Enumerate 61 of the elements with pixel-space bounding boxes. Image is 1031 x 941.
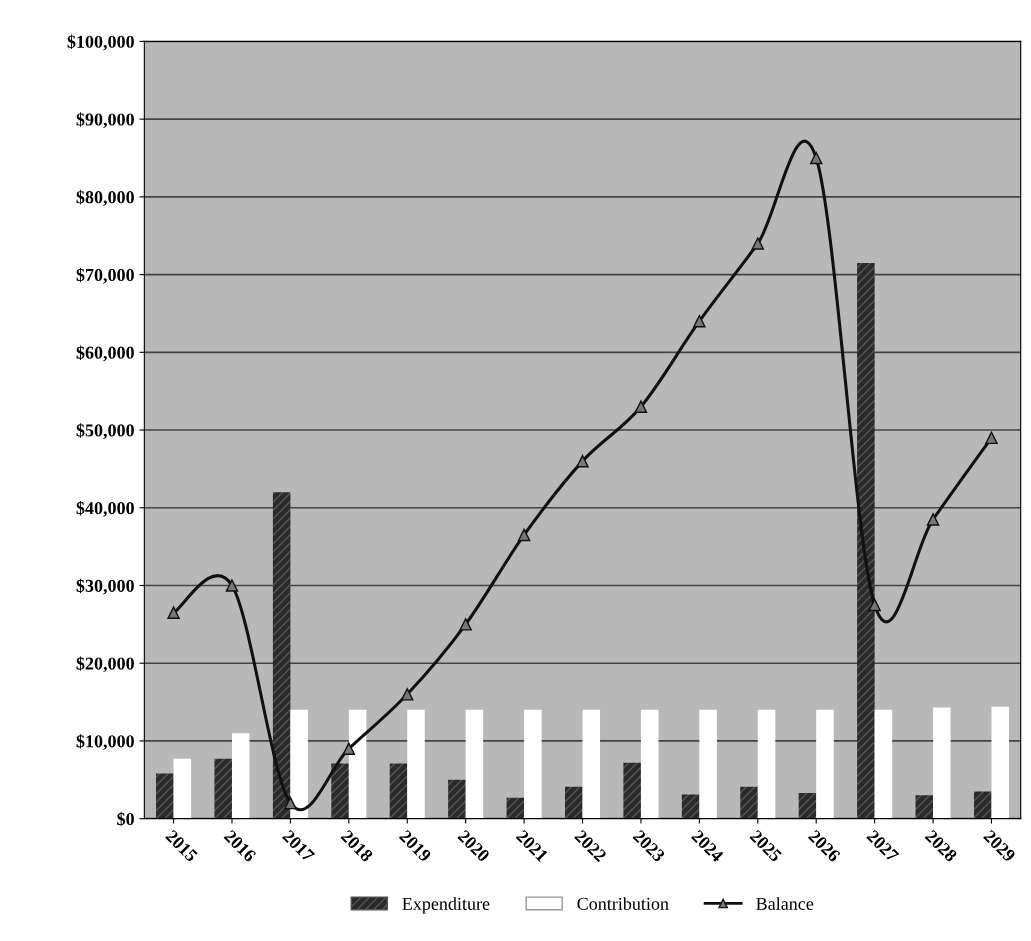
point [167,606,180,619]
y-tick-label: $60,000 [76,345,134,362]
bar [757,709,776,819]
point [751,237,765,250]
y-tick-label: $70,000 [76,267,134,284]
legend-label: Contribution [577,897,669,910]
bar [506,797,525,819]
bar [214,758,232,819]
bar [407,709,425,819]
bar [681,794,700,819]
point [634,400,648,413]
bar [973,791,992,819]
bar [816,709,834,819]
bar [699,709,717,819]
bar [389,763,408,819]
point [459,618,472,631]
bar [290,709,308,819]
y-tick-label: $80,000 [76,190,134,206]
point [868,598,881,612]
point [342,742,356,755]
bar [623,762,641,819]
point [576,454,589,468]
point [809,151,823,165]
point [985,431,998,445]
y-tick-label: $50,000 [76,423,134,440]
bar [272,492,291,819]
point [400,688,414,701]
y-tick-label: $20,000 [76,656,134,673]
legend-label: Expenditure [402,897,490,914]
x-tick-label: 2027 [866,829,900,863]
point [284,796,297,810]
bar [857,262,875,819]
bar [448,779,466,819]
bar [991,706,1010,819]
bar [465,709,484,819]
y-tick-label: $0 [117,811,134,827]
legend-label: Balance [756,897,814,910]
y-tick-label: $10,000 [76,734,134,750]
bar [874,709,893,819]
point [517,528,531,542]
bar [798,793,817,819]
bar [173,758,192,819]
bar [582,709,601,819]
x-tick-label: 2017 [281,829,316,863]
y-tick-label: $40,000 [76,500,134,517]
bar [156,773,174,819]
y-tick-label: $90,000 [76,112,134,129]
bar [331,763,349,819]
bar [348,709,367,819]
bar [933,707,951,819]
bar [915,795,934,819]
point [225,579,239,592]
y-tick-label: $100,000 [67,34,134,51]
bar [524,709,542,819]
bar [564,786,583,819]
bar [740,786,758,819]
point [693,314,706,328]
point [926,513,940,526]
y-tick-label: $30,000 [76,578,134,595]
bar [640,709,659,819]
bar [231,733,250,819]
